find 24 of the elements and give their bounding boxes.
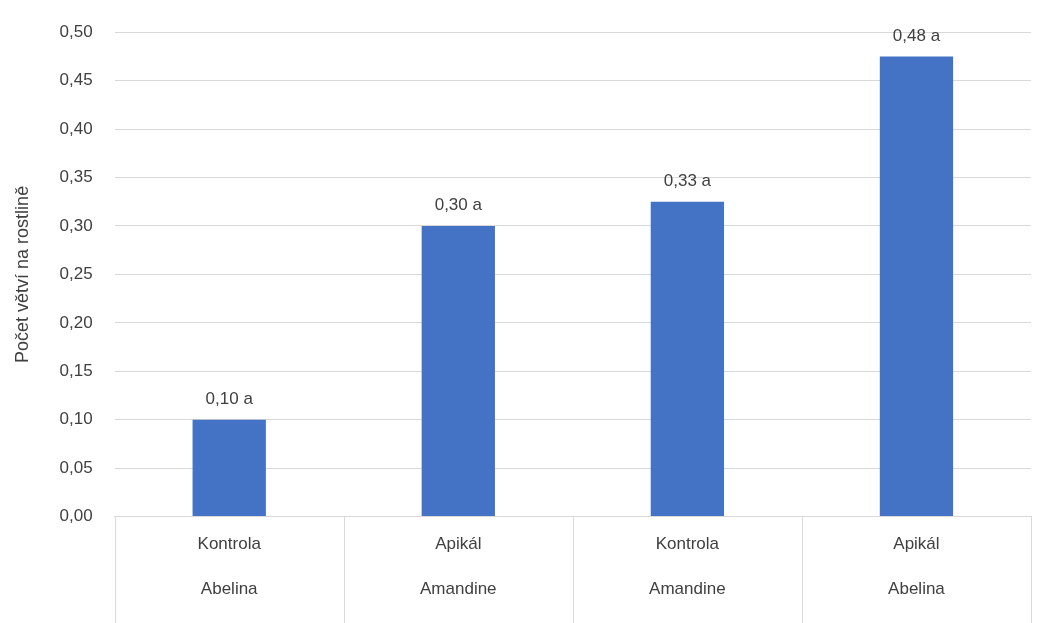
y-tick-label: 0,20 <box>59 312 93 332</box>
category-label: Apikál Abelina <box>888 534 945 598</box>
y-tick-label: 0,45 <box>59 70 93 90</box>
y-tick-label: 0,05 <box>59 457 93 477</box>
y-tick-label: 0,15 <box>59 360 93 380</box>
data-label: 0,33 a <box>663 170 712 190</box>
category-label: Kontrola Amandine <box>649 534 726 598</box>
category-label: Kontrola Abelina <box>197 534 261 598</box>
y-tick-label: 0,10 <box>59 409 93 429</box>
bar <box>421 225 495 517</box>
y-tick-label: 0,25 <box>59 264 93 284</box>
y-tick-label: 0,00 <box>59 506 93 526</box>
data-label: 0,30 a <box>434 195 483 215</box>
y-tick-label: 0,35 <box>59 167 93 187</box>
bar <box>192 419 266 517</box>
y-axis-title: Počet větví na rostlině <box>11 185 32 363</box>
y-tick-label: 0,40 <box>59 118 93 138</box>
data-label: 0,48 a <box>892 25 941 45</box>
y-tick-label: 0,50 <box>59 21 93 41</box>
category-label: Apikál Amandine <box>420 534 497 598</box>
data-label: 0,10 a <box>205 388 254 408</box>
bar <box>650 201 725 517</box>
y-tick-label: 0,30 <box>59 215 93 235</box>
bar <box>879 56 954 517</box>
